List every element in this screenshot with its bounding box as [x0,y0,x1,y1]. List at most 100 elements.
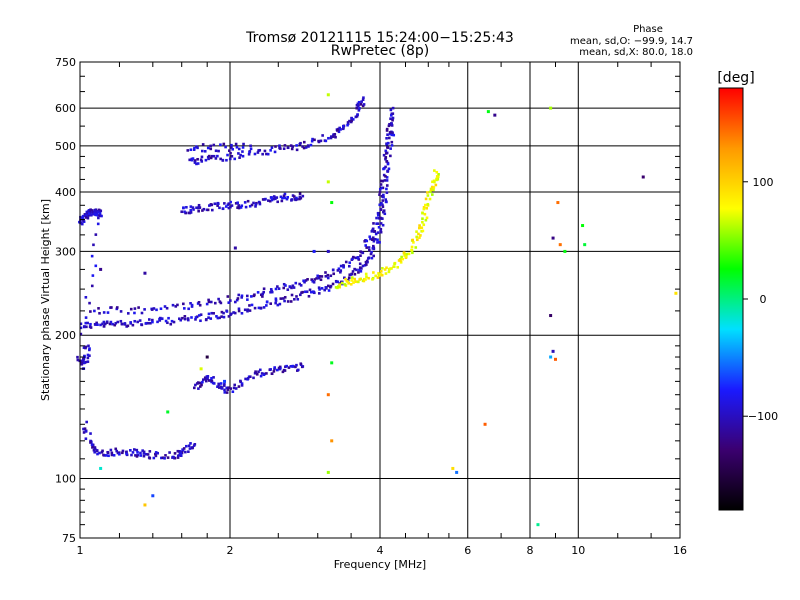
data-point [385,191,389,194]
data-point [362,103,366,106]
data-point [219,157,222,161]
data-point [98,211,102,215]
data-point [384,157,387,161]
data-point [361,98,365,101]
data-point [371,278,374,281]
data-point [240,382,244,385]
data-point [111,322,114,326]
data-point [364,278,367,281]
data-point [341,124,345,128]
data-point [248,309,252,312]
data-point [107,454,110,458]
data-point [351,276,354,279]
data-point [189,205,193,208]
data-point [89,439,92,443]
data-point [259,293,263,297]
data-point [383,212,387,216]
data-point [237,385,241,388]
data-point [326,93,330,97]
data-point [329,274,333,278]
data-point [340,281,344,285]
data-point [173,452,177,455]
data-point [383,179,387,182]
data-point [353,280,357,283]
data-point [239,153,242,157]
data-point [150,308,154,311]
x-tick-label: 6 [464,544,471,557]
data-point [286,195,289,199]
data-point [217,383,221,386]
data-point [313,278,317,281]
data-point [299,284,303,287]
data-point [216,316,220,320]
data-point [109,448,113,452]
data-point [99,267,103,271]
data-point [262,373,266,377]
data-point [364,244,368,247]
data-point [269,288,273,291]
data-point [176,303,179,307]
data-point [232,386,236,390]
data-point [317,286,321,289]
data-point [357,104,360,108]
data-point [414,246,418,249]
data-point [353,272,357,276]
data-point [299,293,302,297]
data-point [365,275,368,278]
data-point [114,447,118,451]
data-point [294,198,298,202]
data-point [95,321,98,325]
data-point [87,344,90,348]
data-point [270,198,274,202]
data-point [326,273,330,277]
data-point [361,251,365,255]
data-point [355,104,359,107]
data-point [188,211,191,215]
x-tick-label: 10 [571,544,585,557]
data-point [367,248,371,252]
data-point [161,456,165,460]
data-point [82,346,86,349]
data-point [99,209,103,213]
data-point [140,311,144,315]
data-point [204,318,208,322]
data-point [401,257,405,261]
data-point [280,199,284,203]
data-point [341,127,345,131]
data-point [81,359,84,363]
data-point [285,197,289,201]
data-point [186,318,190,322]
data-point [254,205,257,208]
data-point [404,255,408,258]
data-point [380,201,383,205]
data-point [310,139,314,143]
data-point [89,322,92,326]
data-point [96,452,99,456]
data-point [288,285,292,289]
data-point [187,307,190,311]
data-point [348,261,352,264]
data-point [208,154,211,158]
data-point [282,282,286,286]
data-point [152,307,156,310]
data-point [246,298,249,301]
data-point [110,306,113,309]
data-point [88,348,91,352]
data-point [371,227,375,231]
data-point [347,264,351,268]
y-tick-label: 400 [55,186,76,199]
data-point [335,129,339,132]
data-point [224,145,227,149]
data-point [290,147,294,151]
data-point [270,196,273,199]
data-point [154,454,158,458]
data-point [86,321,89,325]
data-point [351,118,355,121]
data-point [201,380,204,384]
data-point [100,450,104,454]
data-point [188,158,192,162]
data-point [252,294,256,298]
data-point [209,317,213,320]
data-point [283,369,287,372]
